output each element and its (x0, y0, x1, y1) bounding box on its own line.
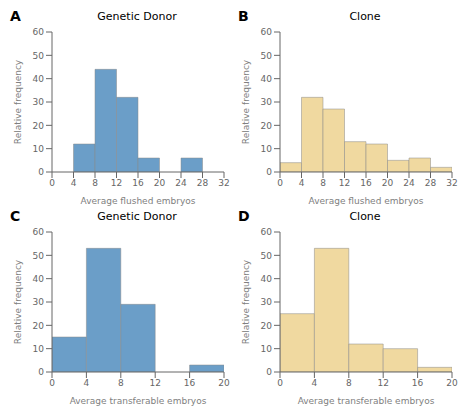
html-text:A: A (10, 8, 21, 24)
svg-text:12: 12 (339, 178, 350, 188)
html-text:B: B (238, 8, 249, 24)
svg-text:4: 4 (84, 378, 90, 388)
html-text:Clone: Clone (349, 210, 381, 223)
svg-text:20: 20 (154, 178, 166, 188)
svg-text:50: 50 (33, 251, 45, 261)
svg-text:0: 0 (277, 378, 283, 388)
svg-text:24: 24 (175, 178, 187, 188)
svg-text:16: 16 (360, 178, 372, 188)
svg-text:12: 12 (377, 378, 388, 388)
svg-text:30: 30 (261, 297, 273, 307)
svg-text:Average flushed embryos: Average flushed embryos (309, 196, 424, 206)
svg-text:16: 16 (132, 178, 144, 188)
svg-text:0: 0 (38, 367, 44, 377)
svg-text:32: 32 (218, 178, 229, 188)
svg-text:16: 16 (412, 378, 424, 388)
svg-text:10: 10 (261, 144, 273, 154)
svg-text:0: 0 (266, 167, 272, 177)
svg-text:0: 0 (49, 178, 55, 188)
svg-text:20: 20 (33, 121, 45, 131)
svg-text:0: 0 (277, 178, 283, 188)
svg-text:60: 60 (261, 27, 273, 37)
svg-text:0: 0 (266, 367, 272, 377)
svg-text:60: 60 (33, 27, 45, 37)
html-text:D: D (238, 208, 250, 224)
svg-text:12: 12 (111, 178, 122, 188)
svg-text:20: 20 (261, 121, 273, 131)
html-text:Genetic Donor: Genetic Donor (97, 210, 177, 223)
svg-text:8: 8 (92, 178, 98, 188)
svg-text:50: 50 (33, 51, 45, 61)
svg-text:12: 12 (149, 378, 160, 388)
svg-text:40: 40 (33, 74, 45, 84)
svg-text:4: 4 (71, 178, 77, 188)
svg-text:4: 4 (312, 378, 318, 388)
svg-text:32: 32 (446, 178, 457, 188)
svg-text:10: 10 (261, 344, 273, 354)
svg-text:8: 8 (346, 378, 352, 388)
svg-text:10: 10 (33, 344, 45, 354)
svg-text:28: 28 (197, 178, 209, 188)
svg-text:24: 24 (403, 178, 415, 188)
svg-text:20: 20 (261, 321, 273, 331)
svg-text:50: 50 (261, 51, 273, 61)
svg-text:4: 4 (299, 178, 305, 188)
svg-text:Relative frequency: Relative frequency (241, 59, 251, 144)
svg-text:0: 0 (49, 378, 55, 388)
svg-text:20: 20 (33, 321, 45, 331)
svg-text:Average transferable embryos: Average transferable embryos (70, 396, 207, 406)
svg-text:20: 20 (218, 378, 230, 388)
html-text:Genetic Donor: Genetic Donor (97, 10, 177, 23)
svg-text:30: 30 (261, 97, 273, 107)
svg-text:8: 8 (118, 378, 124, 388)
svg-text:40: 40 (261, 274, 273, 284)
svg-text:40: 40 (261, 74, 273, 84)
html-text:Clone: Clone (349, 10, 381, 23)
svg-text:Average transferable embryos: Average transferable embryos (298, 396, 435, 406)
svg-text:50: 50 (261, 251, 273, 261)
svg-text:40: 40 (33, 274, 45, 284)
svg-text:Average flushed embryos: Average flushed embryos (81, 196, 196, 206)
html-text:C: C (10, 208, 21, 224)
svg-text:16: 16 (184, 378, 196, 388)
svg-text:Relative frequency: Relative frequency (13, 259, 23, 344)
svg-text:Relative frequency: Relative frequency (13, 59, 23, 144)
svg-text:10: 10 (33, 144, 45, 154)
svg-text:20: 20 (446, 378, 458, 388)
svg-text:8: 8 (320, 178, 326, 188)
svg-text:20: 20 (382, 178, 394, 188)
svg-text:0: 0 (38, 167, 44, 177)
svg-text:Relative frequency: Relative frequency (241, 259, 251, 344)
svg-text:28: 28 (425, 178, 437, 188)
svg-text:30: 30 (33, 297, 45, 307)
svg-text:60: 60 (33, 227, 45, 237)
svg-text:30: 30 (33, 97, 45, 107)
svg-text:60: 60 (261, 227, 273, 237)
